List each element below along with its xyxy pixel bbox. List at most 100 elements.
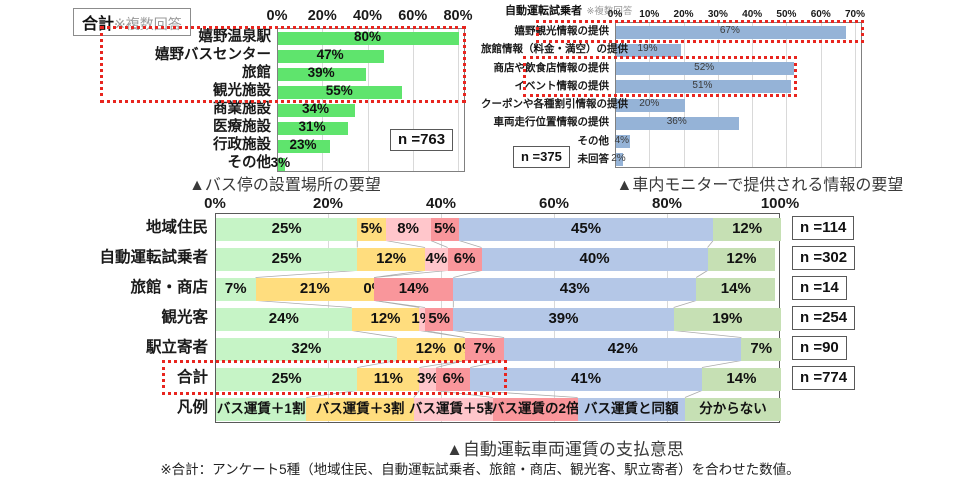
stacked-segment [425,247,448,271]
bar-value-label: 31% [298,119,326,134]
category-label: 合計 [176,369,208,386]
n-count-box: n =763 [390,129,454,151]
stacked-segment [464,337,505,361]
category-label: 嬉野バスセンター [155,47,271,63]
segment-value-label: 19% [712,310,743,327]
stacked-segment [216,337,397,361]
chart-monitor-information: 自動運転試乗者 ※複数回答 ▲車内モニターで提供される情報の要望 0% 10% 20… [480,0,960,195]
chart-header-label: 自動運転試乗者 [505,5,582,17]
bar-value-label: 39% [307,65,335,80]
legend-label: バス運賃と同額 [584,401,679,416]
axis-tick-label: 40% [425,195,457,212]
segment-value-label: 14% [398,280,429,297]
segment-value-label: 12% [415,340,446,357]
chart-caption: ▲バス停の設置場所の要望 [189,177,381,194]
stacked-segment [696,277,776,301]
stacked-segment [701,367,781,391]
axis-tick-label: 0% [204,195,226,212]
stacked-segment [255,277,375,301]
legend-label: バス運賃＋1割 [216,401,306,416]
legend-segment [216,397,307,421]
legend-row-label: 凡例 [176,399,208,416]
segment-value-label: 25% [271,250,302,267]
stacked-segment [447,247,482,271]
data-bar [616,80,791,94]
legend-segment [684,397,781,421]
gridline [855,23,856,167]
segment-value-label: 5% [360,220,383,237]
stacked-segment [453,277,697,301]
chart-caption: ▲車内モニターで提供される情報の要望 [616,177,904,194]
stacked-segment [396,337,465,361]
segment-value-label: 11% [373,370,403,387]
stacked-segment [436,367,471,391]
n-count-box: n =114 [792,216,855,240]
category-label: 商店や飲食店情報の提供 [493,61,610,74]
highlight-box [162,360,507,395]
stacked-segment [458,217,714,241]
data-bar [616,116,740,130]
segment-value-label: 12% [732,220,763,237]
segment-value-label: 3% [417,370,439,387]
legend-label: バス運賃＋5割 [409,401,498,416]
stacked-segment [374,277,454,301]
stacked-segment [673,307,781,331]
data-bar [616,25,846,39]
axis-tick-label: 40% [742,9,763,20]
total-footnote: ※合計：アンケート5種（地域住民、自動運転試乗者、旅館・商店、観光客、駅立寄者）… [160,462,800,477]
n-count-box: n =254 [792,306,856,330]
category-label: その他 [227,155,272,171]
bar-value-label: 23% [289,137,317,152]
data-bar [616,62,795,76]
category-label: 嬉野温泉駅 [198,29,272,45]
legend-label: バス運賃の2倍 [490,401,580,416]
bar-value-label: 19% [637,43,658,55]
axis-tick-label: 70% [844,9,866,20]
chart-bus-stop-location: 合計※複数回答 ▲バス停の設置場所の要望 0% 20% 40% 60% 80% 嬉野温泉駅… [0,0,480,195]
category-label: 駅立寄者 [145,339,208,356]
n-count-box: n =90 [792,336,847,360]
segment-value-label: 7% [750,340,773,357]
bar-value-label: 20% [639,98,660,109]
bar-value-label: 47% [316,47,344,62]
n-count-box: n =14 [792,276,847,300]
n-count-box: n =375 [513,146,570,168]
segment-value-label: 43% [559,280,590,297]
axis-tick-label: 50% [776,9,797,20]
legend-label: 分からない [699,401,767,416]
data-bar [278,157,285,171]
highlight-box [523,56,797,97]
axis-tick-label: 30% [707,9,728,20]
chart-header-note: ※複数回答 [586,6,633,17]
segment-value-label: 7% [224,280,247,297]
stacked-segment [216,247,358,271]
legend-segment [413,397,493,421]
segment-value-label: 39% [548,310,579,327]
stacked-segment [741,337,781,361]
data-bar [278,67,367,81]
data-bar [278,85,403,99]
axis-tick-label: 80% [651,195,683,212]
category-label: 地域住民 [145,219,208,236]
category-label: クーポンや各種割引情報の提供 [481,98,628,110]
stacked-segment [707,247,776,271]
stacked-segment [419,367,437,391]
segment-value-label: 8% [397,220,419,237]
stacked-segment [419,307,426,331]
segment-value-label: 40% [579,250,610,267]
stacked-segment [216,367,358,391]
stacked-segment [470,367,702,391]
data-bar [616,135,630,149]
data-bar [278,121,349,135]
segment-value-label: 12% [726,250,757,267]
segment-value-label: 6% [453,250,476,267]
segment-value-label: 14% [720,280,751,297]
data-bar [616,153,623,167]
axis-tick-label: 100% [760,195,800,212]
segment-value-label: 5% [428,310,451,327]
axis-tick-label: 10% [639,9,660,20]
n-count-box: n =774 [792,366,856,390]
stacked-segment [351,307,420,331]
stacked-segment [357,247,426,271]
segment-value-label: 41% [571,370,602,387]
